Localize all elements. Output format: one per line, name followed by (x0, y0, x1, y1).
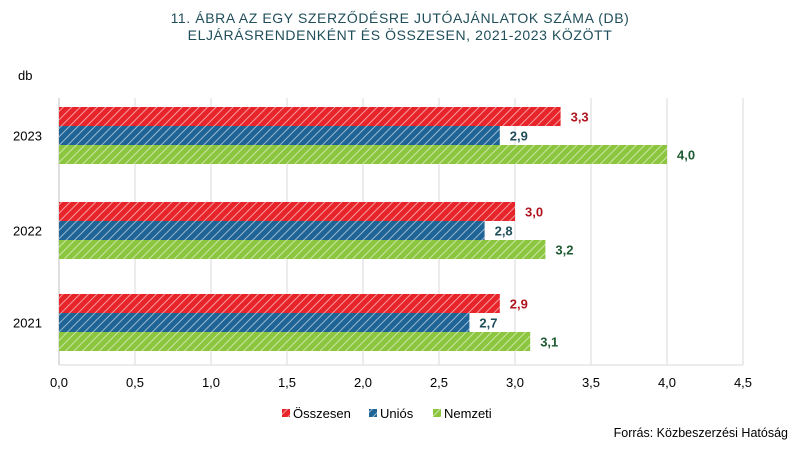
bar-uniós (59, 313, 470, 332)
data-label: 2,9 (510, 297, 528, 312)
bar-nemzeti (59, 332, 531, 351)
x-tick-label: 4,0 (658, 375, 676, 390)
bar-összesen (59, 202, 515, 221)
bar-uniós (59, 221, 485, 240)
data-label: 2,7 (479, 316, 497, 331)
chart-title-line-1: 11. ÁBRA AZ EGY SZERZŐDÉSRE JUTÓAJÁNLATO… (170, 10, 630, 26)
x-tick-label: 1,0 (202, 375, 220, 390)
data-label: 3,2 (555, 243, 573, 258)
legend-label: Összesen (293, 406, 351, 421)
x-tick-label: 1,5 (278, 375, 296, 390)
x-tick-label: 3,0 (506, 375, 524, 390)
data-label: 4,0 (677, 148, 695, 163)
x-tick-label: 0,5 (126, 375, 144, 390)
category-label: 2021 (13, 316, 42, 331)
legend-swatch (282, 409, 290, 417)
bar-összesen (59, 107, 561, 126)
data-label: 3,3 (571, 110, 589, 125)
category-label: 2023 (13, 129, 42, 144)
legend-label: Uniós (380, 406, 414, 421)
bar-nemzeti (59, 240, 546, 259)
x-tick-label: 2,0 (354, 375, 372, 390)
x-tick-label: 2,5 (430, 375, 448, 390)
data-label: 2,9 (510, 129, 528, 144)
source-note: Forrás: Közbeszerzési Hatóság (613, 426, 788, 440)
data-label: 3,1 (540, 335, 558, 350)
data-label: 2,8 (495, 224, 513, 239)
data-label: 3,0 (525, 205, 543, 220)
chart-title-line-2: ELJÁRÁSRENDENKÉNT ÉS ÖSSZESEN, 2021-2023… (187, 27, 613, 43)
x-tick-label: 4,5 (734, 375, 752, 390)
y-axis-label: db (18, 68, 32, 83)
legend-swatch (369, 409, 377, 417)
bar-összesen (59, 294, 500, 313)
category-label: 2022 (13, 224, 42, 239)
bar-nemzeti (59, 145, 667, 164)
bar-uniós (59, 126, 500, 145)
x-tick-label: 3,5 (582, 375, 600, 390)
legend-label: Nemzeti (444, 406, 492, 421)
legend-swatch (433, 409, 441, 417)
x-tick-label: 0,0 (50, 375, 68, 390)
